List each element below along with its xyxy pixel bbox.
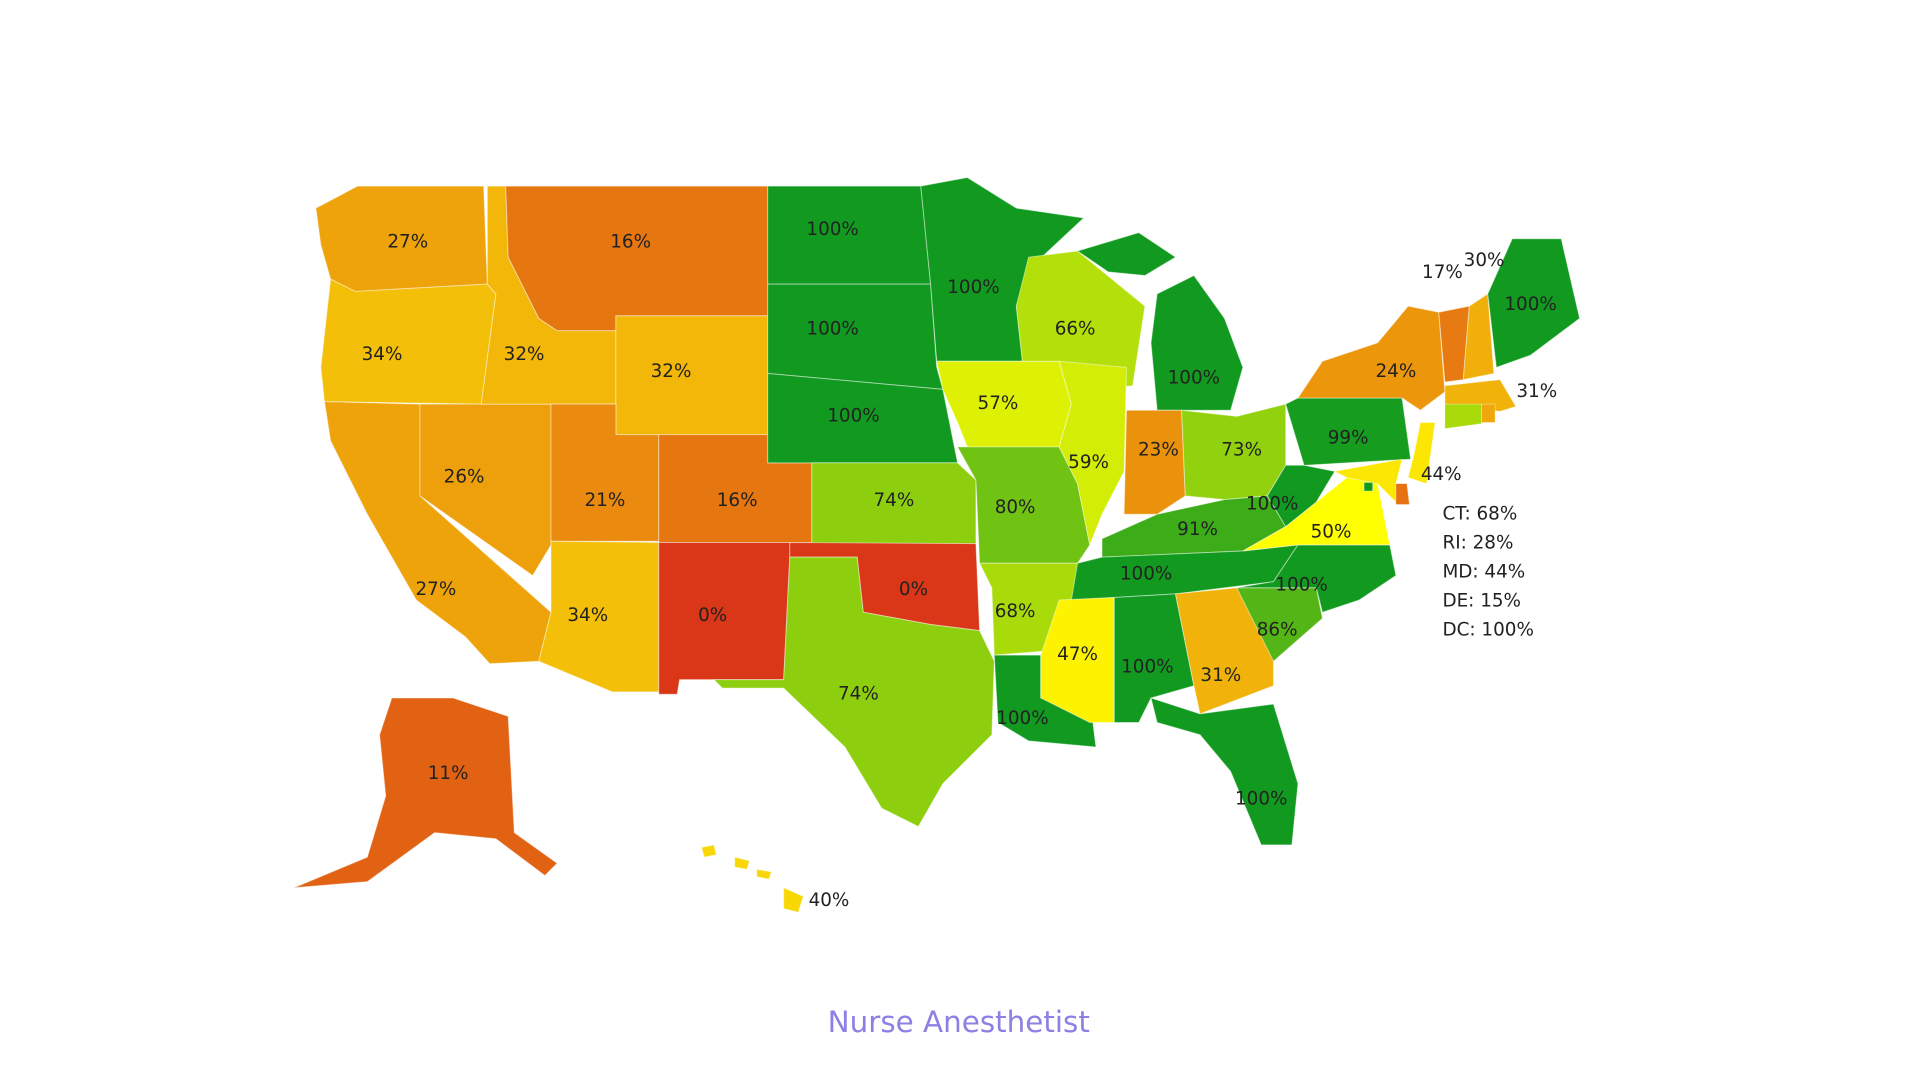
state-label: 100% <box>1121 656 1174 677</box>
state-label: 32% <box>651 361 692 382</box>
state <box>293 697 558 889</box>
state <box>1407 421 1436 485</box>
state-label: 59% <box>1068 452 1109 473</box>
state-label: 24% <box>1376 361 1417 382</box>
state-label: 21% <box>584 490 625 511</box>
state-label: 27% <box>416 579 457 600</box>
state-label: 26% <box>444 467 485 488</box>
state <box>1058 360 1128 547</box>
state-label: 32% <box>504 344 545 365</box>
state-label: 100% <box>1504 294 1557 315</box>
state <box>767 283 944 390</box>
state-label: 100% <box>1168 367 1221 388</box>
state-label: 16% <box>610 231 651 252</box>
state-label: 100% <box>996 708 1049 729</box>
state-label: 74% <box>838 683 879 704</box>
state-label: 100% <box>1246 493 1299 514</box>
map-title: Nurse Anesthetist <box>828 1005 1090 1039</box>
state-label: 100% <box>947 277 1000 298</box>
state <box>1444 379 1517 412</box>
state <box>1285 397 1412 466</box>
callout-label: CT: 68% <box>1442 503 1517 524</box>
state-label: 44% <box>1421 464 1462 485</box>
state-label: 100% <box>1120 563 1173 584</box>
state <box>505 185 769 332</box>
small-state <box>1444 403 1482 429</box>
state <box>1076 232 1244 411</box>
state-label: 40% <box>809 890 850 911</box>
state-label: 17% <box>1422 262 1463 283</box>
state <box>1150 697 1299 846</box>
state-label: 16% <box>717 490 758 511</box>
state-label: 80% <box>995 497 1036 518</box>
state-label: 0% <box>698 605 727 626</box>
state-label: 100% <box>1275 574 1328 595</box>
state-label: 31% <box>1516 381 1557 402</box>
state-label: 50% <box>1311 522 1352 543</box>
state <box>1123 409 1186 515</box>
state-label: 100% <box>1235 789 1288 810</box>
state-label: 0% <box>899 579 928 600</box>
state-label: 34% <box>362 344 403 365</box>
state <box>1297 305 1446 411</box>
state <box>615 315 769 436</box>
state-label: 11% <box>428 763 469 784</box>
small-state <box>1363 482 1374 492</box>
state <box>712 556 995 828</box>
state-label: 91% <box>1177 519 1218 540</box>
small-state <box>1395 483 1410 505</box>
state <box>1462 293 1495 381</box>
state-label: 100% <box>806 219 859 240</box>
callout-label: MD: 44% <box>1442 561 1525 582</box>
state-label: 86% <box>1257 620 1298 641</box>
state <box>811 462 977 545</box>
state-label: 100% <box>827 405 880 426</box>
state-label: 30% <box>1464 250 1505 271</box>
callout-label: DE: 15% <box>1442 590 1521 611</box>
state <box>1015 250 1146 393</box>
state-label: 57% <box>978 393 1019 414</box>
state-label: 73% <box>1221 440 1262 461</box>
state-label: 47% <box>1057 644 1098 665</box>
state-label: 100% <box>806 318 859 339</box>
state-labels: 27% 34% 27% 26% 32% 16% 32% 21% 16% 34% 0% 100% 100%… <box>362 219 1558 911</box>
state-label: 23% <box>1138 440 1179 461</box>
state <box>701 844 804 913</box>
states <box>293 177 1581 913</box>
state-label: 99% <box>1328 427 1369 448</box>
callout-label: RI: 28% <box>1442 532 1513 553</box>
callout-label: DC: 100% <box>1442 619 1533 640</box>
state-label: 66% <box>1055 318 1096 339</box>
state-label: 27% <box>387 231 428 252</box>
small-state <box>1481 403 1496 423</box>
state-label: 34% <box>567 605 608 626</box>
state-label: 31% <box>1200 665 1241 686</box>
state <box>320 278 497 405</box>
state-label: 68% <box>995 601 1036 622</box>
state-label: 74% <box>873 490 914 511</box>
state <box>1487 238 1581 369</box>
